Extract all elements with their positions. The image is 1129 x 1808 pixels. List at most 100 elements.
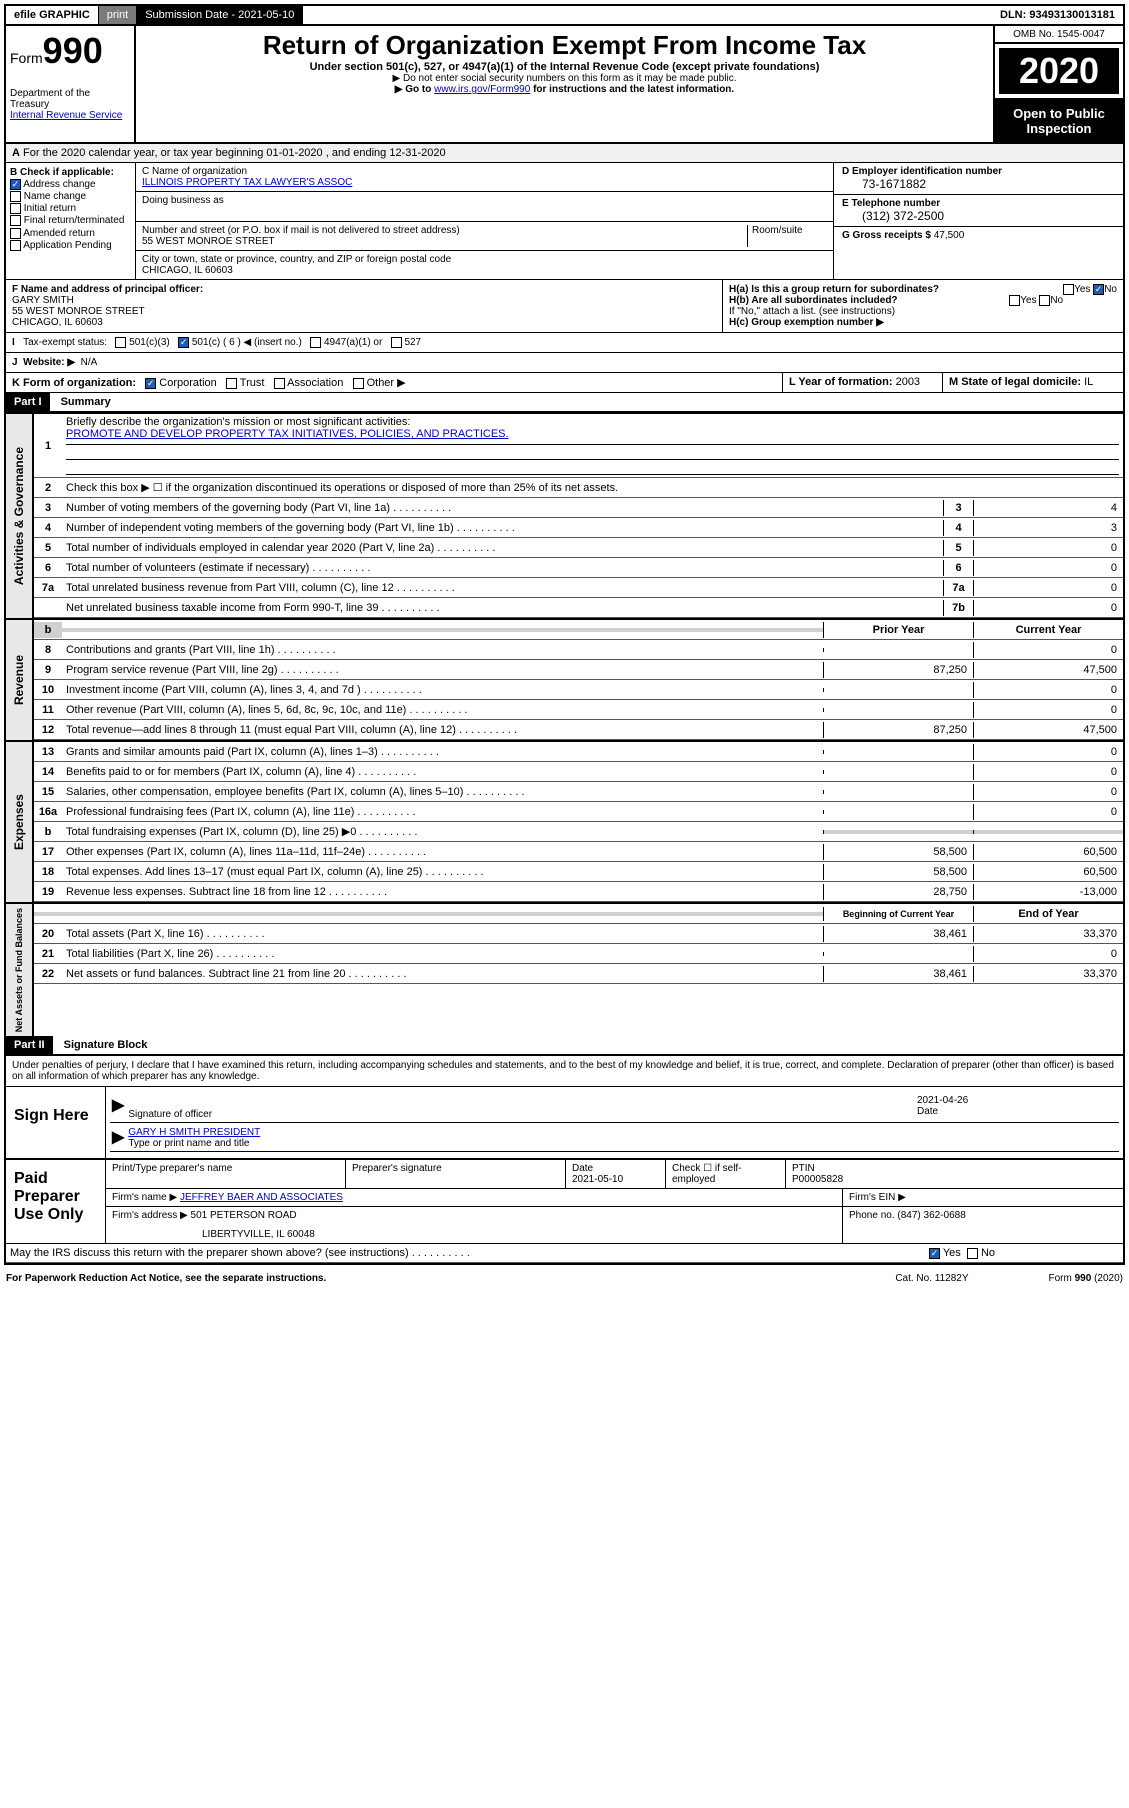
section-j: J Website: ▶ N/A [6,353,1123,373]
submission-date: Submission Date - 2021-05-10 [137,6,303,24]
hdr-prior-year: Prior Year [823,622,973,638]
section-i: I Tax-exempt status: 501(c)(3) ✓ 501(c) … [6,333,1123,353]
open-to-public: Open to PublicInspection [995,98,1123,142]
table-row: 3Number of voting members of the governi… [34,498,1123,518]
chk-initial-return[interactable]: Initial return [10,203,131,214]
table-row: 22Net assets or fund balances. Subtract … [34,964,1123,984]
prep-ptin: PTINP00005828 [786,1160,1123,1188]
hdr-end-year: End of Year [973,906,1123,922]
year-col: OMB No. 1545-0047 2020 Open to PublicIns… [993,26,1123,142]
section-g: G Gross receipts $ 47,500 [834,227,1123,244]
form-title: Return of Organization Exempt From Incom… [140,30,989,61]
efile-label: efile GRAPHIC [6,6,99,24]
firm-link[interactable]: JEFFREY BAER AND ASSOCIATES [180,1192,343,1203]
preparer-label: Paid Preparer Use Only [6,1160,106,1243]
chk-address-change[interactable]: ✓ Address change [10,179,131,190]
firm-addr: Firm's address ▶ 501 PETERSON ROADLIBERT… [106,1207,843,1243]
firm-ein: Firm's EIN ▶ [843,1189,1123,1206]
table-row: 19Revenue less expenses. Subtract line 1… [34,882,1123,902]
section-d: D Employer identification number73-16718… [834,163,1123,195]
section-bcdeg: B Check if applicable: ✓ Address change … [6,163,1123,279]
form-footer: Form 990 (2020) [1049,1273,1123,1284]
table-row: 13Grants and similar amounts paid (Part … [34,742,1123,762]
side-netassets: Net Assets or Fund Balances [12,904,26,1036]
table-row: 20Total assets (Part X, line 16)38,46133… [34,924,1123,944]
section-c: C Name of organizationILLINOIS PROPERTY … [136,163,833,279]
chk-final-return[interactable]: Final return/terminated [10,215,131,226]
section-klm: K Form of organization: ✓ Corporation Tr… [6,373,1123,393]
table-row: 16aProfessional fundraising fees (Part I… [34,802,1123,822]
table-row: Net unrelated business taxable income fr… [34,598,1123,618]
topbar: efile GRAPHIC print Submission Date - 20… [6,6,1123,26]
chk-amended[interactable]: Amended return [10,228,131,239]
paid-preparer-section: Paid Preparer Use Only Print/Type prepar… [6,1158,1123,1243]
table-row: 6Total number of volunteers (estimate if… [34,558,1123,578]
section-a: A For the 2020 calendar year, or tax yea… [6,144,1123,163]
omb-number: OMB No. 1545-0047 [995,26,1123,44]
table-row: 17Other expenses (Part IX, column (A), l… [34,842,1123,862]
table-row: 10Investment income (Part VIII, column (… [34,680,1123,700]
dept-label: Department of the Treasury [10,88,130,110]
table-row: 12Total revenue—add lines 8 through 11 (… [34,720,1123,740]
table-row: 7aTotal unrelated business revenue from … [34,578,1123,598]
officer-name-link[interactable]: GARY H SMITH PRESIDENT [128,1127,260,1138]
prep-selfemp: Check ☐ if self-employed [666,1160,786,1188]
section-fh: F Name and address of principal officer:… [6,279,1123,333]
section-m: M State of legal domicile: IL [943,373,1123,392]
side-revenue: Revenue [10,651,28,709]
section-f: F Name and address of principal officer:… [6,280,723,332]
table-row: 15Salaries, other compensation, employee… [34,782,1123,802]
dln: DLN: 93493130013181 [992,6,1123,24]
line1-text: Briefly describe the organization's miss… [62,414,1123,477]
section-b: B Check if applicable: ✓ Address change … [6,163,136,279]
governance-section: Activities & Governance 1Briefly describ… [6,413,1123,618]
table-row: 4Number of independent voting members of… [34,518,1123,538]
cat-no: Cat. No. 11282Y [895,1273,968,1284]
firm-name: Firm's name ▶ JEFFREY BAER AND ASSOCIATE… [106,1189,843,1206]
mission-link[interactable]: PROMOTE AND DEVELOP PROPERTY TAX INITIAT… [66,428,509,440]
table-row: 5Total number of individuals employed in… [34,538,1123,558]
table-row: 21Total liabilities (Part X, line 26)0 [34,944,1123,964]
sign-here-label: Sign Here [6,1087,106,1158]
tax-year: 2020 [1019,50,1099,91]
irs-link[interactable]: Internal Revenue Service [10,110,122,121]
org-name-link[interactable]: ILLINOIS PROPERTY TAX LAWYER'S ASSOC [142,177,352,188]
part2-header: Part II Signature Block [6,1036,1123,1056]
table-row: 11Other revenue (Part VIII, column (A), … [34,700,1123,720]
table-row: 18Total expenses. Add lines 13–17 (must … [34,862,1123,882]
form-id-col: Form990 Department of the Treasury Inter… [6,26,136,142]
table-row: 9Program service revenue (Part VIII, lin… [34,660,1123,680]
subtitle: Under section 501(c), 527, or 4947(a)(1)… [140,61,989,73]
netassets-section: Net Assets or Fund Balances Beginning of… [6,902,1123,1036]
paperwork-notice: For Paperwork Reduction Act Notice, see … [6,1273,326,1284]
part1-header: Part I Summary [6,393,1123,413]
header-row: Form990 Department of the Treasury Inter… [6,26,1123,144]
side-governance: Activities & Governance [10,443,28,589]
section-l: L Year of formation: 2003 [783,373,943,392]
line2-text: Check this box ▶ ☐ if the organization d… [62,479,1123,496]
table-row: 8Contributions and grants (Part VIII, li… [34,640,1123,660]
irs-gov-link[interactable]: www.irs.gov/Form990 [434,84,530,95]
discuss-row: May the IRS discuss this return with the… [6,1243,1123,1263]
revenue-section: Revenue bPrior YearCurrent Year 8Contrib… [6,618,1123,740]
side-expenses: Expenses [10,790,28,854]
expenses-section: Expenses 13Grants and similar amounts pa… [6,740,1123,902]
sign-here-section: Sign Here ▶Signature of officer2021-04-2… [6,1087,1123,1158]
section-h: H(a) Is this a group return for subordin… [723,280,1123,332]
note-link: ▶ Go to www.irs.gov/Form990 for instruct… [140,84,989,95]
footer-row: For Paperwork Reduction Act Notice, see … [0,1269,1129,1288]
chk-name-change[interactable]: Name change [10,191,131,202]
prep-name-hdr: Print/Type preparer's name [106,1160,346,1188]
section-deg: D Employer identification number73-16718… [833,163,1123,279]
prep-date: Date2021-05-10 [566,1160,666,1188]
hdr-current-year: Current Year [973,622,1123,638]
table-row: bTotal fundraising expenses (Part IX, co… [34,822,1123,842]
print-button[interactable]: print [99,6,137,24]
firm-phone: Phone no. (847) 362-0688 [843,1207,1123,1243]
section-e: E Telephone number(312) 372-2500 [834,195,1123,227]
section-k: K Form of organization: ✓ Corporation Tr… [6,373,783,392]
table-row: 14Benefits paid to or for members (Part … [34,762,1123,782]
chk-app-pending[interactable]: Application Pending [10,240,131,251]
form-container: efile GRAPHIC print Submission Date - 20… [4,4,1125,1265]
prep-sig-hdr: Preparer's signature [346,1160,566,1188]
